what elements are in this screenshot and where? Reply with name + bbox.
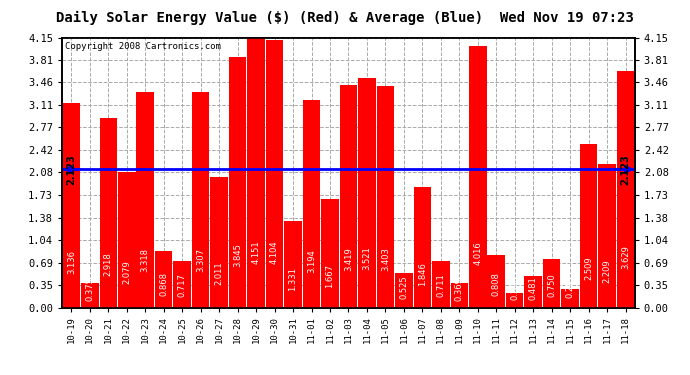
Text: 3.521: 3.521 [362,246,371,270]
Bar [487,255,505,308]
Bar [524,276,542,308]
Text: 0.711: 0.711 [436,273,445,297]
Bar [617,71,634,308]
Bar [63,104,80,308]
Text: 0.281: 0.281 [566,274,575,298]
Text: Daily Solar Energy Value ($) (Red) & Average (Blue)  Wed Nov 19 07:23: Daily Solar Energy Value ($) (Red) & Ave… [56,11,634,26]
Text: 4.016: 4.016 [473,241,482,265]
Text: 3.629: 3.629 [621,245,630,269]
Bar [303,100,320,308]
Bar [451,284,468,308]
Bar [562,289,579,308]
Text: 3.419: 3.419 [344,247,353,271]
Bar [395,273,413,308]
Bar [118,172,135,308]
Text: 2.123: 2.123 [66,154,77,185]
Bar [598,164,616,308]
Bar [543,259,560,308]
Bar [81,283,99,308]
Text: 0.375: 0.375 [86,277,95,301]
Text: 3.307: 3.307 [196,248,205,272]
Text: 3.845: 3.845 [233,243,242,267]
Bar [506,293,524,308]
Bar [377,86,394,308]
Bar [192,92,210,308]
Text: 2.079: 2.079 [122,260,131,284]
Text: 4.151: 4.151 [252,240,261,264]
Bar [99,118,117,308]
Bar [469,46,486,308]
Bar [358,78,375,308]
Text: 1.331: 1.331 [288,267,297,291]
Text: 0.750: 0.750 [547,273,556,297]
Text: 0.717: 0.717 [178,273,187,297]
Bar [413,188,431,308]
Text: 0.369: 0.369 [455,277,464,301]
Text: Copyright 2008 Cartronics.com: Copyright 2008 Cartronics.com [65,42,221,51]
Text: 3.136: 3.136 [67,250,76,274]
Bar [322,199,339,308]
Text: 0.217: 0.217 [510,277,519,300]
Bar [339,85,357,308]
Bar [173,261,191,308]
Bar [284,221,302,308]
Text: 3.403: 3.403 [381,247,390,271]
Text: 2.509: 2.509 [584,256,593,280]
Text: 0.525: 0.525 [400,276,408,299]
Bar [432,261,450,308]
Bar [580,144,598,308]
Text: 0.808: 0.808 [492,273,501,296]
Bar [210,177,228,308]
Text: 1.667: 1.667 [326,264,335,288]
Text: 0.868: 0.868 [159,272,168,296]
Bar [155,251,172,308]
Text: 3.194: 3.194 [307,249,316,273]
Text: 1.846: 1.846 [418,262,427,286]
Text: 0.481: 0.481 [529,276,538,300]
Text: 2.123: 2.123 [620,154,631,185]
Bar [247,38,265,308]
Bar [266,40,284,308]
Text: 4.104: 4.104 [270,241,279,264]
Text: 2.918: 2.918 [104,252,112,276]
Bar [229,57,246,308]
Text: 3.318: 3.318 [141,248,150,272]
Bar [137,92,154,308]
Text: 2.209: 2.209 [602,259,611,283]
Text: 2.011: 2.011 [215,261,224,285]
